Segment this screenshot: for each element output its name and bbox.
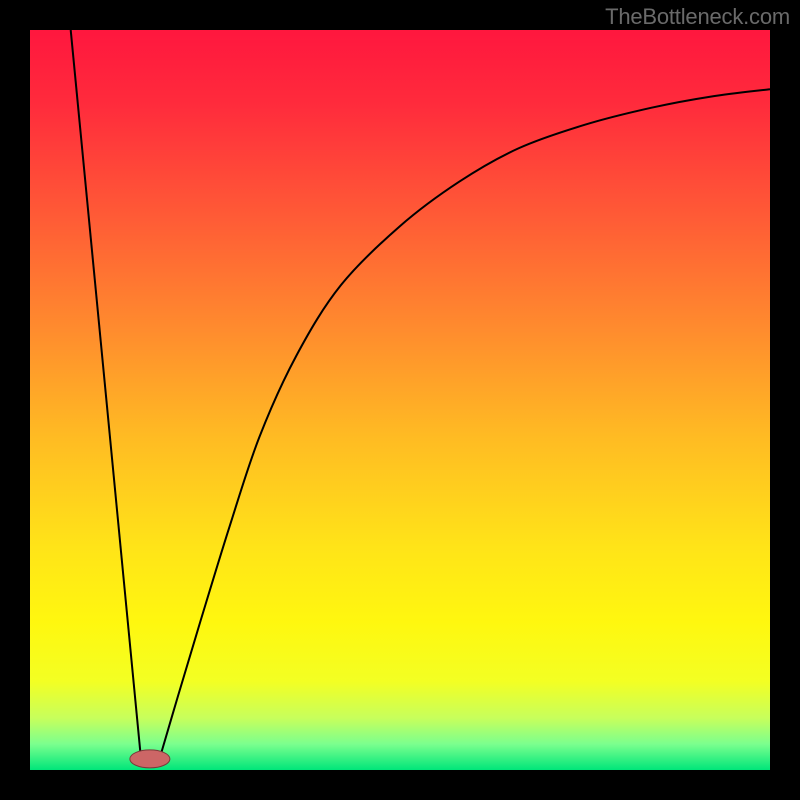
bottleneck-marker (130, 750, 170, 768)
chart-container: TheBottleneck.com (0, 0, 800, 800)
watermark-text: TheBottleneck.com (605, 4, 790, 30)
plot-background (30, 30, 770, 770)
chart-svg (0, 0, 800, 800)
